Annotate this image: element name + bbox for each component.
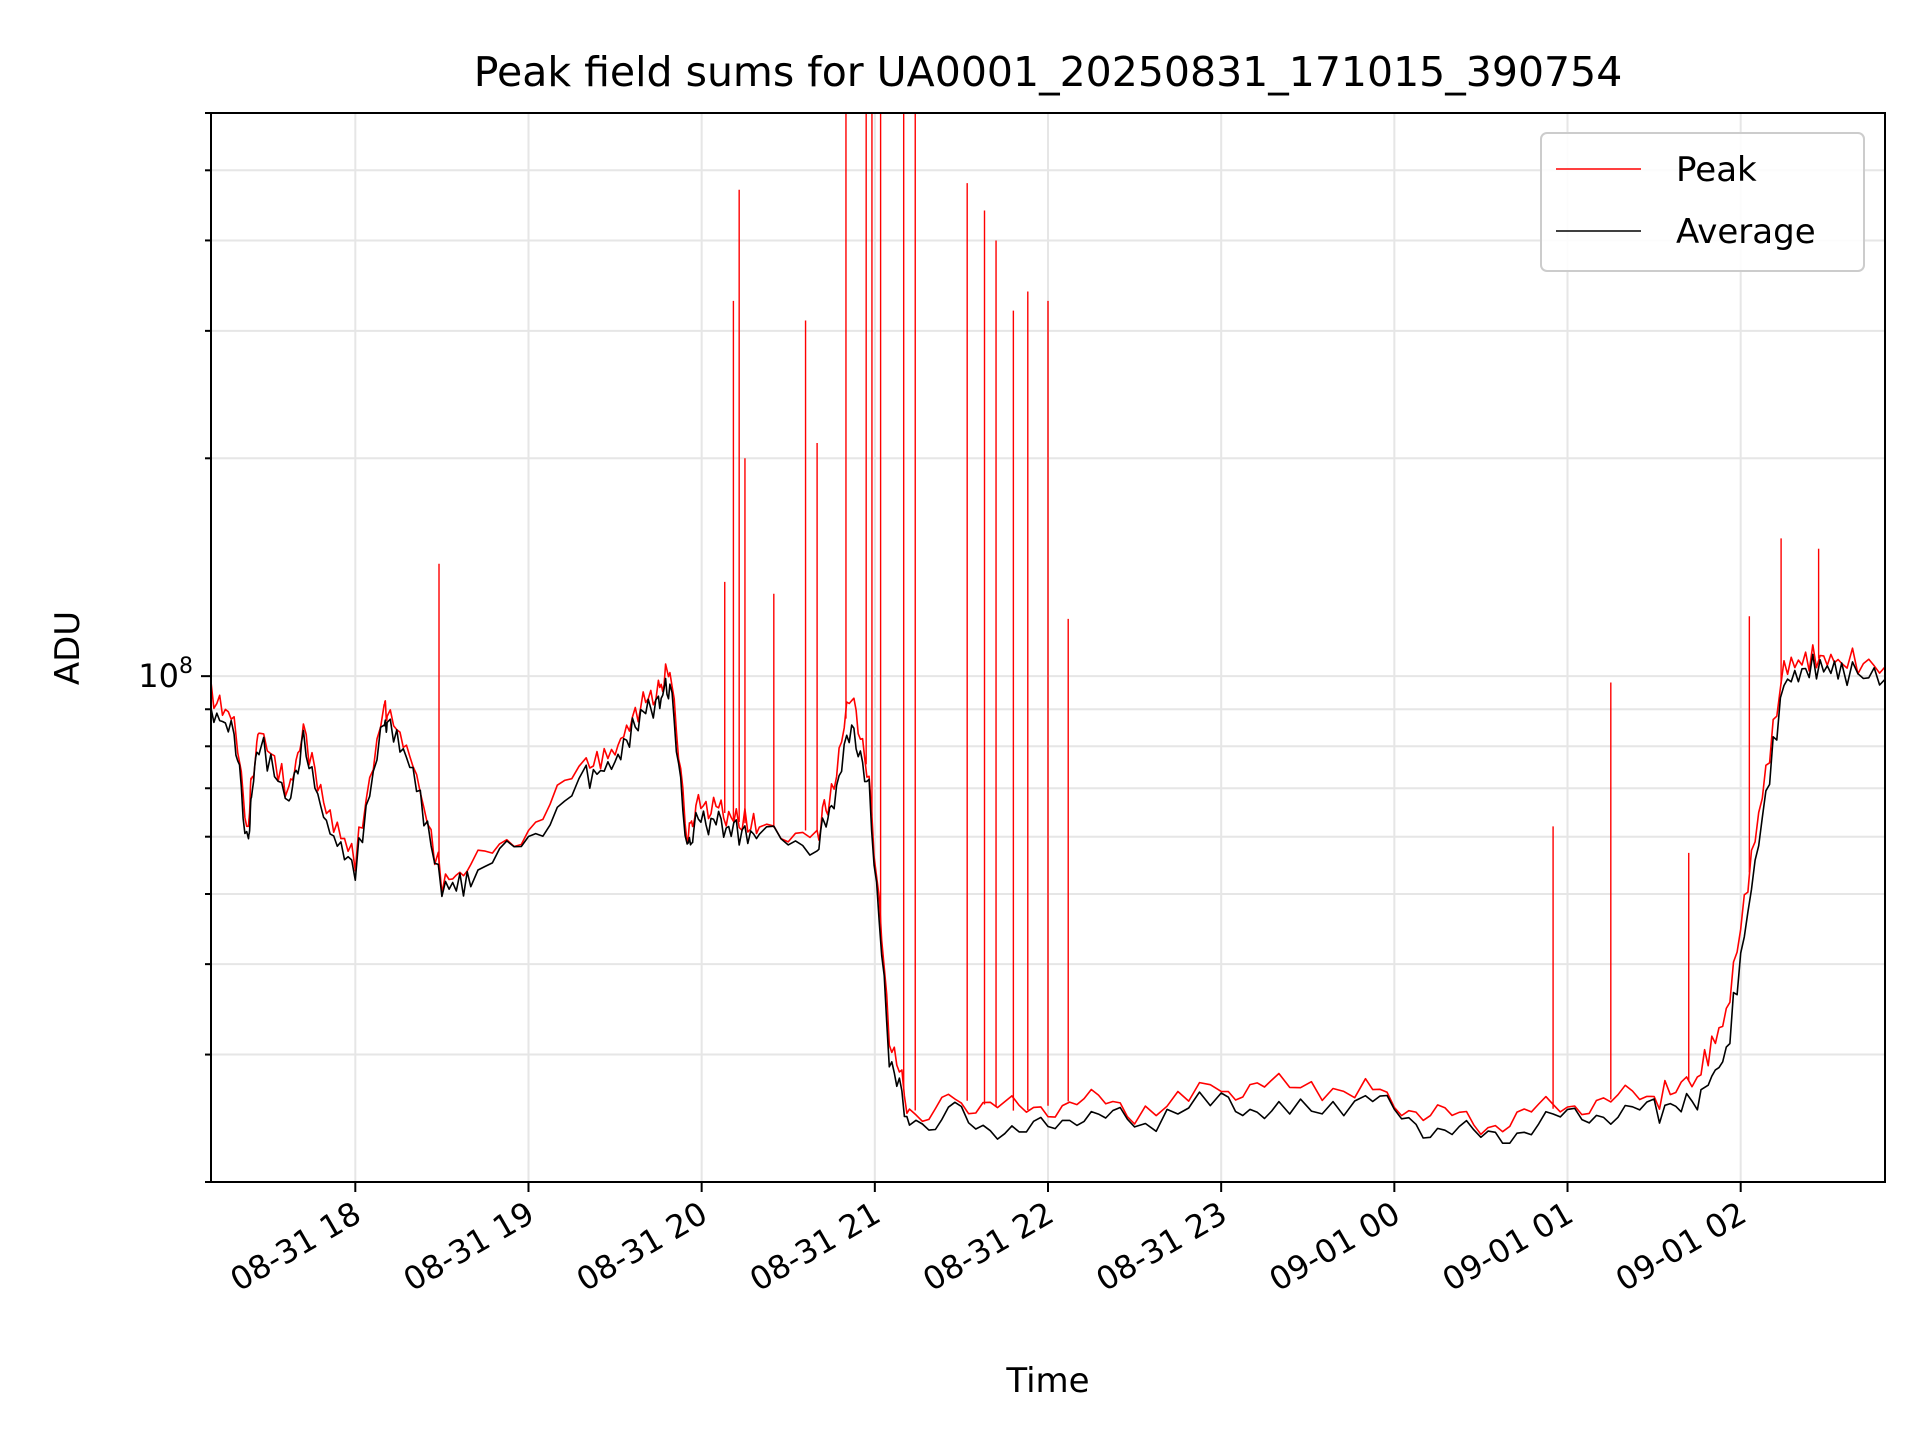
y-axis: 108 (138, 112, 211, 1183)
y-tick-label: 108 (138, 654, 193, 695)
legend: Peak Average (1540, 132, 1865, 272)
x-axis-label: Time (1005, 1361, 1089, 1401)
legend-label-average: Average (1676, 212, 1816, 252)
series-line-peak (211, 644, 1885, 1136)
legend-box (1540, 132, 1865, 272)
y-axis-label: ADU (48, 611, 88, 685)
plot-area (211, 113, 1885, 1144)
series-peak (211, 113, 1885, 1136)
legend-label-peak: Peak (1676, 150, 1757, 190)
chart-title: Peak field sums for UA0001_20250831_1710… (474, 48, 1623, 96)
series-average (211, 653, 1885, 1144)
series-line-average (211, 653, 1885, 1144)
